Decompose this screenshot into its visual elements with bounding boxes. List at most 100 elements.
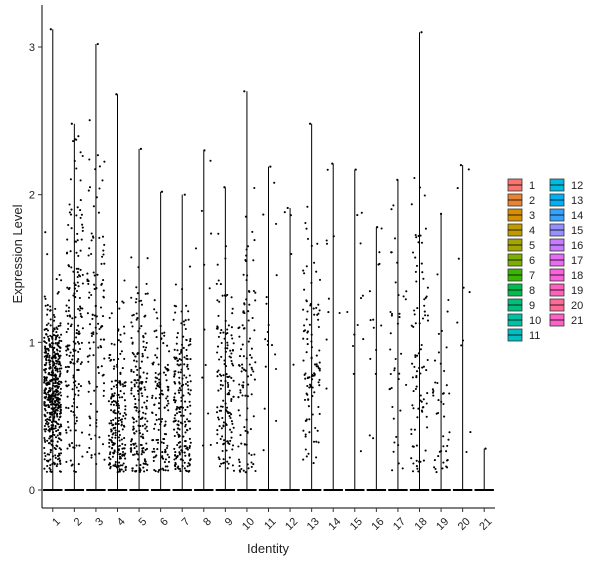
data-point	[242, 311, 245, 314]
x-tick-label: 14	[326, 516, 343, 533]
data-point	[96, 42, 99, 46]
data-point	[447, 298, 450, 302]
data-point	[390, 251, 393, 254]
data-point	[446, 444, 449, 447]
data-point	[152, 439, 155, 442]
data-point	[313, 374, 316, 377]
data-point	[359, 297, 363, 300]
data-point	[55, 348, 59, 351]
data-point	[146, 372, 149, 375]
data-point	[154, 423, 157, 426]
data-point	[225, 409, 228, 412]
data-point	[52, 427, 55, 430]
data-point	[173, 381, 176, 384]
data-point	[56, 440, 59, 443]
data-point	[420, 31, 423, 34]
x-tick-label: 12	[283, 516, 300, 533]
data-point	[86, 312, 89, 315]
data-point	[51, 370, 54, 373]
data-point	[59, 370, 62, 373]
data-point	[306, 330, 309, 333]
data-point	[397, 378, 400, 381]
data-point	[317, 381, 320, 384]
data-point	[230, 334, 233, 337]
data-point	[360, 211, 363, 214]
data-point	[43, 392, 46, 395]
data-point	[186, 448, 189, 451]
data-point	[157, 470, 160, 473]
data-point	[187, 367, 190, 370]
data-point	[137, 385, 140, 388]
data-point	[69, 325, 72, 328]
data-point	[141, 433, 144, 436]
data-point	[46, 391, 50, 394]
data-point	[116, 379, 119, 382]
data-point	[111, 443, 114, 447]
data-point	[140, 453, 143, 456]
data-point	[144, 346, 148, 349]
data-point	[77, 463, 80, 466]
data-point	[48, 411, 51, 414]
data-point	[66, 345, 69, 348]
data-point	[224, 295, 227, 298]
data-point	[426, 426, 429, 429]
data-point	[166, 395, 169, 398]
data-point	[76, 239, 79, 242]
data-point	[92, 331, 95, 334]
data-point	[54, 353, 57, 356]
data-point	[435, 471, 438, 474]
data-point	[393, 367, 396, 370]
data-point	[159, 324, 162, 328]
data-point	[318, 309, 321, 312]
data-point	[267, 323, 270, 327]
data-point	[306, 343, 309, 346]
data-point	[132, 425, 135, 428]
data-point	[135, 420, 138, 423]
data-point	[72, 376, 75, 379]
data-point	[306, 337, 309, 341]
x-tick-label: 11	[262, 516, 279, 533]
violin-group-16	[366, 226, 387, 491]
data-point	[151, 450, 154, 453]
data-point	[438, 450, 441, 453]
data-point	[136, 292, 139, 295]
data-point	[51, 387, 54, 390]
data-point	[164, 458, 167, 461]
data-point	[163, 334, 166, 337]
data-point	[71, 388, 74, 391]
data-point	[432, 394, 435, 397]
data-point	[130, 392, 133, 395]
data-point	[123, 279, 126, 282]
data-point	[130, 387, 133, 390]
data-point	[110, 342, 113, 345]
data-point	[87, 189, 90, 192]
data-point	[178, 376, 181, 379]
data-point	[142, 466, 145, 469]
data-point	[48, 359, 51, 362]
data-point	[44, 304, 47, 307]
data-point	[135, 409, 138, 412]
data-point	[249, 354, 252, 357]
data-point	[46, 253, 49, 256]
data-point	[102, 389, 105, 392]
data-point	[80, 238, 83, 241]
data-point	[415, 374, 418, 378]
data-point	[135, 360, 138, 363]
data-point	[112, 403, 115, 406]
data-point	[103, 338, 106, 341]
data-point	[77, 342, 81, 345]
data-point	[216, 429, 219, 432]
data-point	[305, 351, 308, 354]
data-point	[410, 324, 413, 327]
data-point	[136, 389, 140, 392]
data-point	[110, 358, 113, 361]
data-point	[392, 204, 395, 207]
x-tick-label: 8	[201, 516, 214, 529]
data-point	[55, 336, 58, 339]
data-point	[250, 453, 253, 457]
data-point	[64, 429, 68, 432]
data-point	[98, 327, 101, 331]
data-point	[189, 458, 192, 461]
data-point	[392, 450, 395, 453]
data-point	[93, 389, 96, 392]
